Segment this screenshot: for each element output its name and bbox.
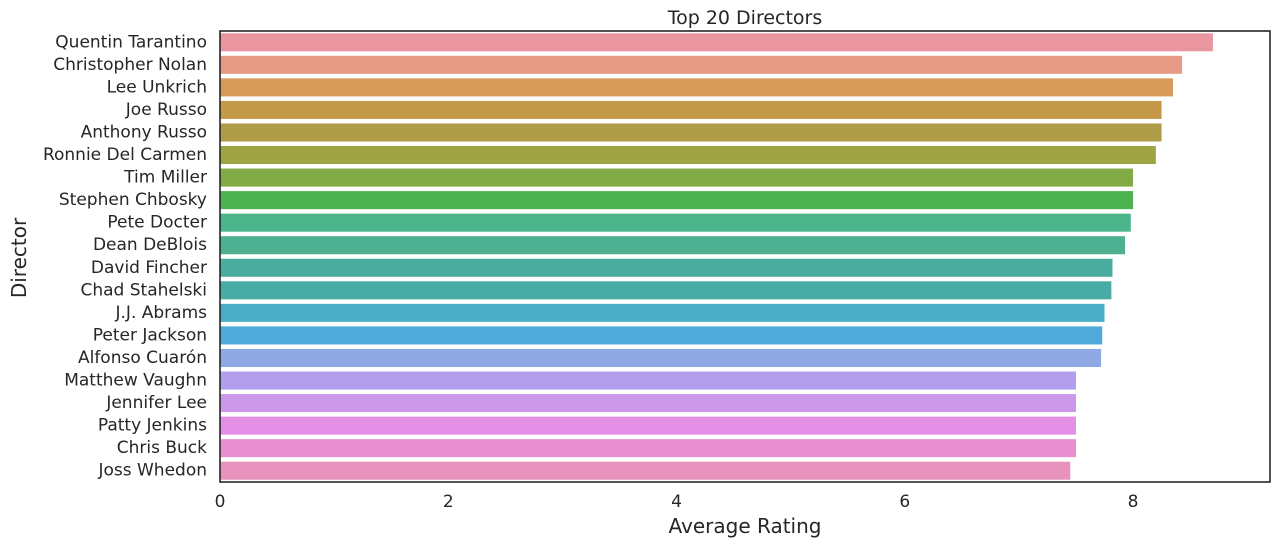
y-axis-label: Director <box>7 217 31 298</box>
y-tick-label: Anthony Russo <box>81 122 207 142</box>
bar <box>220 348 1102 367</box>
bar <box>220 416 1076 435</box>
y-tick-label: Tim Miller <box>123 168 207 188</box>
y-tick-label: Stephen Chbosky <box>59 190 207 210</box>
bar <box>220 78 1173 97</box>
bar <box>220 100 1162 119</box>
bar <box>220 191 1134 210</box>
bar <box>220 236 1126 255</box>
y-tick-label: Joe Russo <box>125 100 207 120</box>
x-tick-label: 4 <box>671 492 682 512</box>
y-tick-label: Matthew Vaughn <box>64 371 207 391</box>
y-tick-label: Peter Jackson <box>93 325 207 345</box>
bar <box>220 123 1162 142</box>
bar <box>220 146 1156 165</box>
y-tick-label: Pete Docter <box>107 213 207 233</box>
y-tick-label: J.J. Abrams <box>115 303 208 323</box>
chart-title: Top 20 Directors <box>667 7 823 29</box>
y-tick-label: Patty Jenkins <box>98 416 207 436</box>
y-tick-label: Dean DeBlois <box>93 235 207 255</box>
x-tick-label: 6 <box>899 492 910 512</box>
bar <box>220 461 1071 480</box>
bar <box>220 168 1134 187</box>
bar <box>220 326 1103 345</box>
x-tick-label: 0 <box>215 492 226 512</box>
y-tick-label: Quentin Tarantino <box>55 32 207 52</box>
y-tick-label: Jennifer Lee <box>105 393 207 413</box>
bar <box>220 371 1076 390</box>
bar <box>220 55 1183 74</box>
x-tick-label: 8 <box>1128 492 1139 512</box>
bar <box>220 213 1131 232</box>
y-tick-label: David Fincher <box>91 258 207 278</box>
bar <box>220 394 1076 413</box>
y-tick-label: Christopher Nolan <box>53 55 207 75</box>
bar <box>220 281 1112 300</box>
bars-group <box>220 33 1213 480</box>
x-ticks: 0 2 4 6 8 <box>215 492 1139 512</box>
y-tick-label: Ronnie Del Carmen <box>43 145 207 165</box>
bar <box>220 258 1113 277</box>
y-tick-label: Lee Unkrich <box>107 77 207 97</box>
bar <box>220 303 1105 322</box>
bar <box>220 33 1213 52</box>
bar <box>220 439 1076 458</box>
plot-frame <box>219 30 1271 483</box>
x-axis-label: Average Rating <box>669 514 822 538</box>
x-tick-label: 2 <box>443 492 454 512</box>
y-tick-label: Chad Stahelski <box>80 280 207 300</box>
y-tick-label: Joss Whedon <box>97 461 207 481</box>
y-tick-label: Chris Buck <box>117 438 207 458</box>
y-tick-label: Alfonso Cuarón <box>78 348 207 368</box>
